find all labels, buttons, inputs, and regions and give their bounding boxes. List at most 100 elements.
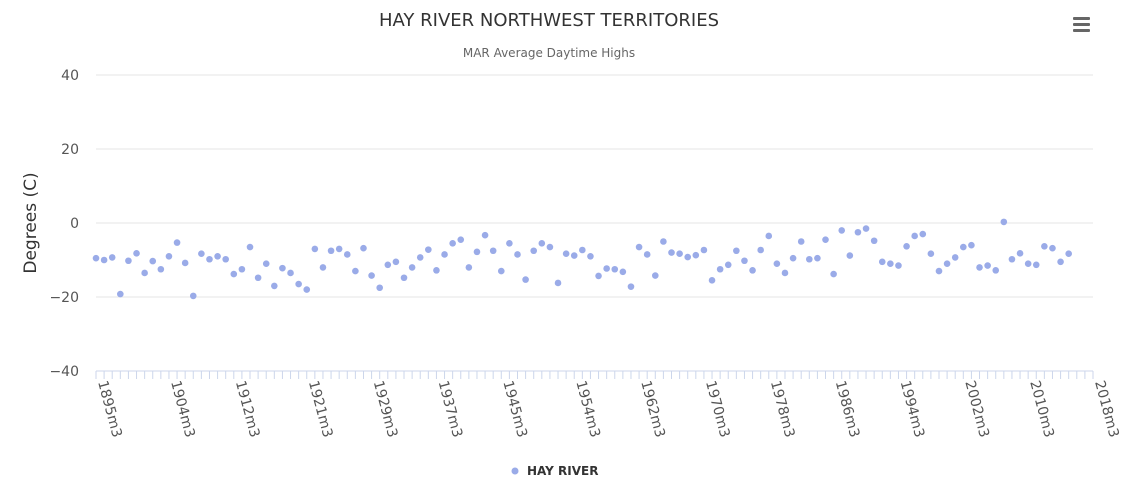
data-point[interactable]: [676, 250, 683, 258]
data-point[interactable]: [765, 232, 773, 240]
data-point[interactable]: [117, 290, 124, 298]
data-point[interactable]: [587, 252, 594, 260]
data-point[interactable]: [627, 283, 635, 290]
data-point[interactable]: [611, 265, 619, 273]
data-point[interactable]: [1008, 255, 1016, 263]
data-point[interactable]: [1041, 243, 1048, 250]
data-point[interactable]: [497, 267, 505, 275]
data-point[interactable]: [303, 286, 311, 293]
data-point[interactable]: [992, 267, 1000, 274]
data-point[interactable]: [733, 247, 740, 255]
data-point[interactable]: [643, 251, 651, 258]
data-point[interactable]: [287, 269, 294, 277]
data-point[interactable]: [262, 260, 270, 268]
data-point[interactable]: [214, 252, 221, 260]
data-point[interactable]: [100, 256, 108, 264]
data-point[interactable]: [603, 265, 610, 272]
data-point[interactable]: [822, 236, 829, 243]
data-point[interactable]: [230, 270, 238, 278]
data-point[interactable]: [895, 262, 902, 269]
data-point[interactable]: [198, 250, 205, 258]
data-point[interactable]: [570, 252, 578, 259]
data-point[interactable]: [814, 254, 821, 262]
data-point[interactable]: [635, 243, 643, 251]
data-point[interactable]: [141, 269, 148, 277]
data-point[interactable]: [384, 261, 392, 269]
data-point[interactable]: [854, 228, 862, 236]
data-point[interactable]: [311, 245, 319, 253]
data-point[interactable]: [911, 232, 918, 240]
data-point[interactable]: [660, 238, 667, 245]
data-point[interactable]: [830, 270, 837, 278]
data-point[interactable]: [481, 231, 489, 239]
data-point[interactable]: [392, 258, 400, 266]
data-point[interactable]: [506, 240, 513, 247]
data-point[interactable]: [279, 264, 286, 272]
data-point[interactable]: [522, 276, 529, 283]
data-point[interactable]: [700, 246, 708, 254]
data-point[interactable]: [692, 251, 700, 259]
data-point[interactable]: [360, 244, 367, 252]
data-point[interactable]: [149, 257, 157, 265]
data-point[interactable]: [968, 241, 975, 249]
data-point[interactable]: [238, 265, 246, 273]
data-point[interactable]: [343, 251, 351, 258]
data-point[interactable]: [408, 264, 416, 271]
data-point[interactable]: [1057, 258, 1064, 266]
data-point[interactable]: [684, 253, 692, 261]
data-point[interactable]: [619, 268, 627, 276]
data-point[interactable]: [806, 255, 813, 263]
data-point[interactable]: [352, 267, 359, 275]
data-point[interactable]: [789, 254, 797, 262]
data-point[interactable]: [595, 272, 602, 280]
data-point[interactable]: [92, 254, 100, 262]
data-point[interactable]: [165, 252, 173, 260]
data-point[interactable]: [295, 280, 302, 288]
data-point[interactable]: [724, 261, 732, 269]
data-point[interactable]: [173, 239, 181, 246]
data-point[interactable]: [335, 245, 343, 253]
data-point[interactable]: [741, 257, 748, 265]
data-point[interactable]: [935, 267, 943, 275]
data-point[interactable]: [1016, 250, 1024, 257]
data-point[interactable]: [489, 247, 497, 255]
data-point[interactable]: [668, 249, 675, 256]
data-point[interactable]: [579, 246, 586, 254]
data-point[interactable]: [651, 272, 659, 279]
data-point[interactable]: [319, 264, 327, 271]
data-point[interactable]: [376, 284, 383, 292]
data-point[interactable]: [943, 260, 951, 268]
data-point[interactable]: [465, 264, 473, 271]
data-point[interactable]: [206, 255, 213, 263]
data-point[interactable]: [125, 257, 132, 265]
data-point[interactable]: [368, 272, 375, 279]
data-point[interactable]: [530, 247, 538, 255]
data-point[interactable]: [838, 227, 846, 234]
data-point[interactable]: [1065, 250, 1072, 258]
data-point[interactable]: [222, 255, 229, 263]
data-point[interactable]: [878, 258, 886, 266]
data-point[interactable]: [984, 262, 991, 269]
hamburger-menu-icon[interactable]: [1066, 8, 1098, 40]
data-point[interactable]: [457, 236, 465, 243]
data-point[interactable]: [976, 264, 983, 271]
data-point[interactable]: [927, 250, 935, 258]
data-point[interactable]: [919, 230, 927, 238]
data-point[interactable]: [157, 265, 165, 273]
data-point[interactable]: [327, 247, 335, 255]
data-point[interactable]: [887, 260, 894, 268]
data-point[interactable]: [960, 243, 967, 251]
legend-item[interactable]: HAY RIVER: [511, 464, 599, 478]
data-point[interactable]: [133, 250, 140, 257]
data-point[interactable]: [108, 254, 116, 261]
data-point[interactable]: [562, 250, 570, 258]
data-point[interactable]: [546, 243, 554, 251]
data-point[interactable]: [1049, 244, 1056, 252]
data-point[interactable]: [862, 225, 870, 232]
data-point[interactable]: [449, 240, 456, 247]
data-point[interactable]: [781, 269, 789, 277]
data-point[interactable]: [433, 267, 440, 274]
data-point[interactable]: [1000, 218, 1008, 226]
data-point[interactable]: [846, 252, 854, 259]
data-point[interactable]: [246, 243, 254, 251]
